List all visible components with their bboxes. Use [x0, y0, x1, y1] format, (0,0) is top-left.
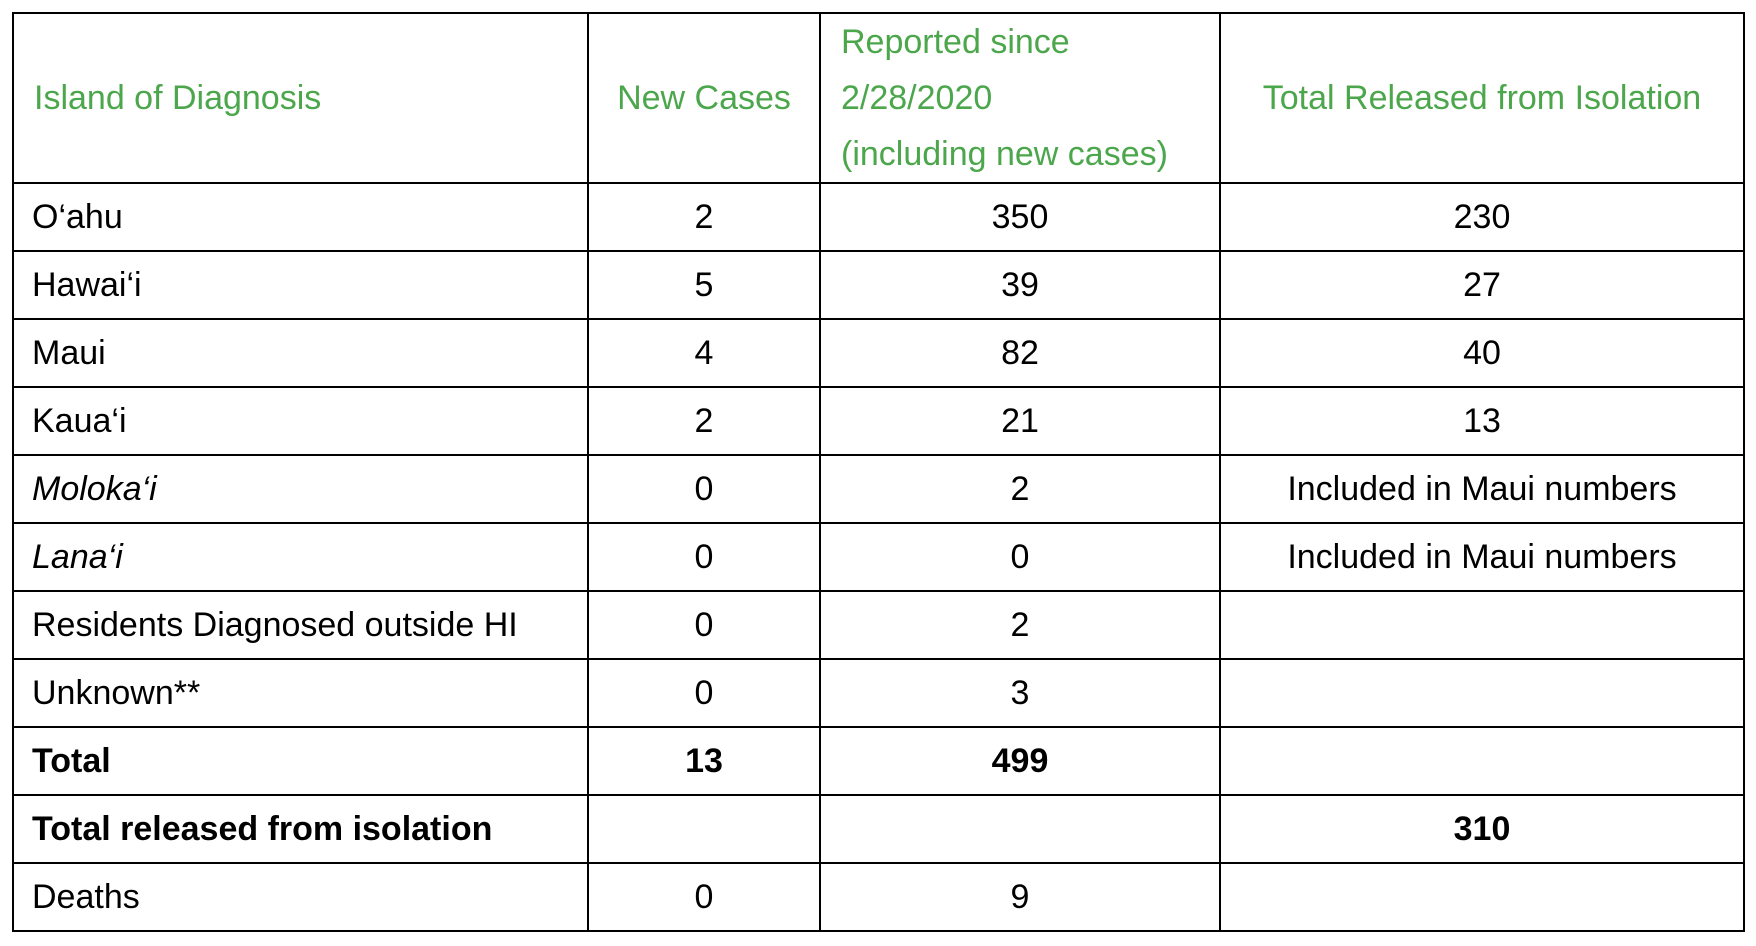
header-reported-line1: Reported since — [841, 23, 1070, 61]
row-released: 310 — [1219, 794, 1745, 864]
row-name: Kaua‘i — [12, 386, 589, 456]
header-reported-line2: 2/28/2020 — [841, 79, 993, 117]
row-new-cases: 0 — [587, 658, 821, 728]
header-island: Island of Diagnosis — [12, 12, 589, 184]
header-released: Total Released from Isolation — [1219, 12, 1745, 184]
row-reported: 21 — [819, 386, 1221, 456]
row-name: Maui — [12, 318, 589, 388]
row-released — [1219, 862, 1745, 932]
row-released: Included in Maui numbers — [1219, 522, 1745, 592]
row-new-cases: 0 — [587, 590, 821, 660]
table-row-hawaii: Hawai‘i 5 39 27 — [12, 250, 1745, 320]
row-new-cases: 2 — [587, 386, 821, 456]
row-released: 27 — [1219, 250, 1745, 320]
row-reported: 2 — [819, 454, 1221, 524]
header-new-cases: New Cases — [587, 12, 821, 184]
row-released: 230 — [1219, 182, 1745, 252]
table-row-total: Total 13 499 — [12, 726, 1745, 796]
row-new-cases: 5 — [587, 250, 821, 320]
row-name: Total — [12, 726, 589, 796]
row-name: O‘ahu — [12, 182, 589, 252]
table-header-row: Island of Diagnosis New Cases Reported s… — [12, 12, 1745, 184]
row-new-cases: 13 — [587, 726, 821, 796]
row-new-cases: 2 — [587, 182, 821, 252]
row-released: 40 — [1219, 318, 1745, 388]
row-released — [1219, 658, 1745, 728]
row-new-cases: 4 — [587, 318, 821, 388]
header-reported-line3: (including new cases) — [841, 135, 1168, 173]
row-released: Included in Maui numbers — [1219, 454, 1745, 524]
row-reported: 9 — [819, 862, 1221, 932]
table-row-oahu: O‘ahu 2 350 230 — [12, 182, 1745, 252]
row-name: Residents Diagnosed outside HI — [12, 590, 589, 660]
row-reported: 3 — [819, 658, 1221, 728]
row-reported: 499 — [819, 726, 1221, 796]
row-reported: 39 — [819, 250, 1221, 320]
row-new-cases: 0 — [587, 454, 821, 524]
table-row-lanai: Lana‘i 0 0 Included in Maui numbers — [12, 522, 1745, 592]
row-name: Total released from isolation — [12, 794, 589, 864]
covid-case-table: Island of Diagnosis New Cases Reported s… — [12, 12, 1745, 932]
row-new-cases: 0 — [587, 522, 821, 592]
row-name: Deaths — [12, 862, 589, 932]
table-row-deaths: Deaths 0 9 — [12, 862, 1745, 932]
row-reported: 82 — [819, 318, 1221, 388]
row-new-cases — [587, 794, 821, 864]
row-name: Moloka‘i — [12, 454, 589, 524]
row-name: Hawai‘i — [12, 250, 589, 320]
row-reported: 0 — [819, 522, 1221, 592]
row-name: Lana‘i — [12, 522, 589, 592]
row-released — [1219, 590, 1745, 660]
case-table-container: Island of Diagnosis New Cases Reported s… — [12, 12, 1745, 932]
row-name: Unknown** — [12, 658, 589, 728]
table-row-unknown: Unknown** 0 3 — [12, 658, 1745, 728]
row-reported — [819, 794, 1221, 864]
row-new-cases: 0 — [587, 862, 821, 932]
row-released — [1219, 726, 1745, 796]
table-row-kauai: Kaua‘i 2 21 13 — [12, 386, 1745, 456]
header-reported: Reported since 2/28/2020 (including new … — [819, 12, 1221, 184]
row-reported: 2 — [819, 590, 1221, 660]
table-row-total-released: Total released from isolation 310 — [12, 794, 1745, 864]
row-released: 13 — [1219, 386, 1745, 456]
table-row-outside-hi: Residents Diagnosed outside HI 0 2 — [12, 590, 1745, 660]
row-reported: 350 — [819, 182, 1221, 252]
table-row-maui: Maui 4 82 40 — [12, 318, 1745, 388]
table-row-molokai: Moloka‘i 0 2 Included in Maui numbers — [12, 454, 1745, 524]
